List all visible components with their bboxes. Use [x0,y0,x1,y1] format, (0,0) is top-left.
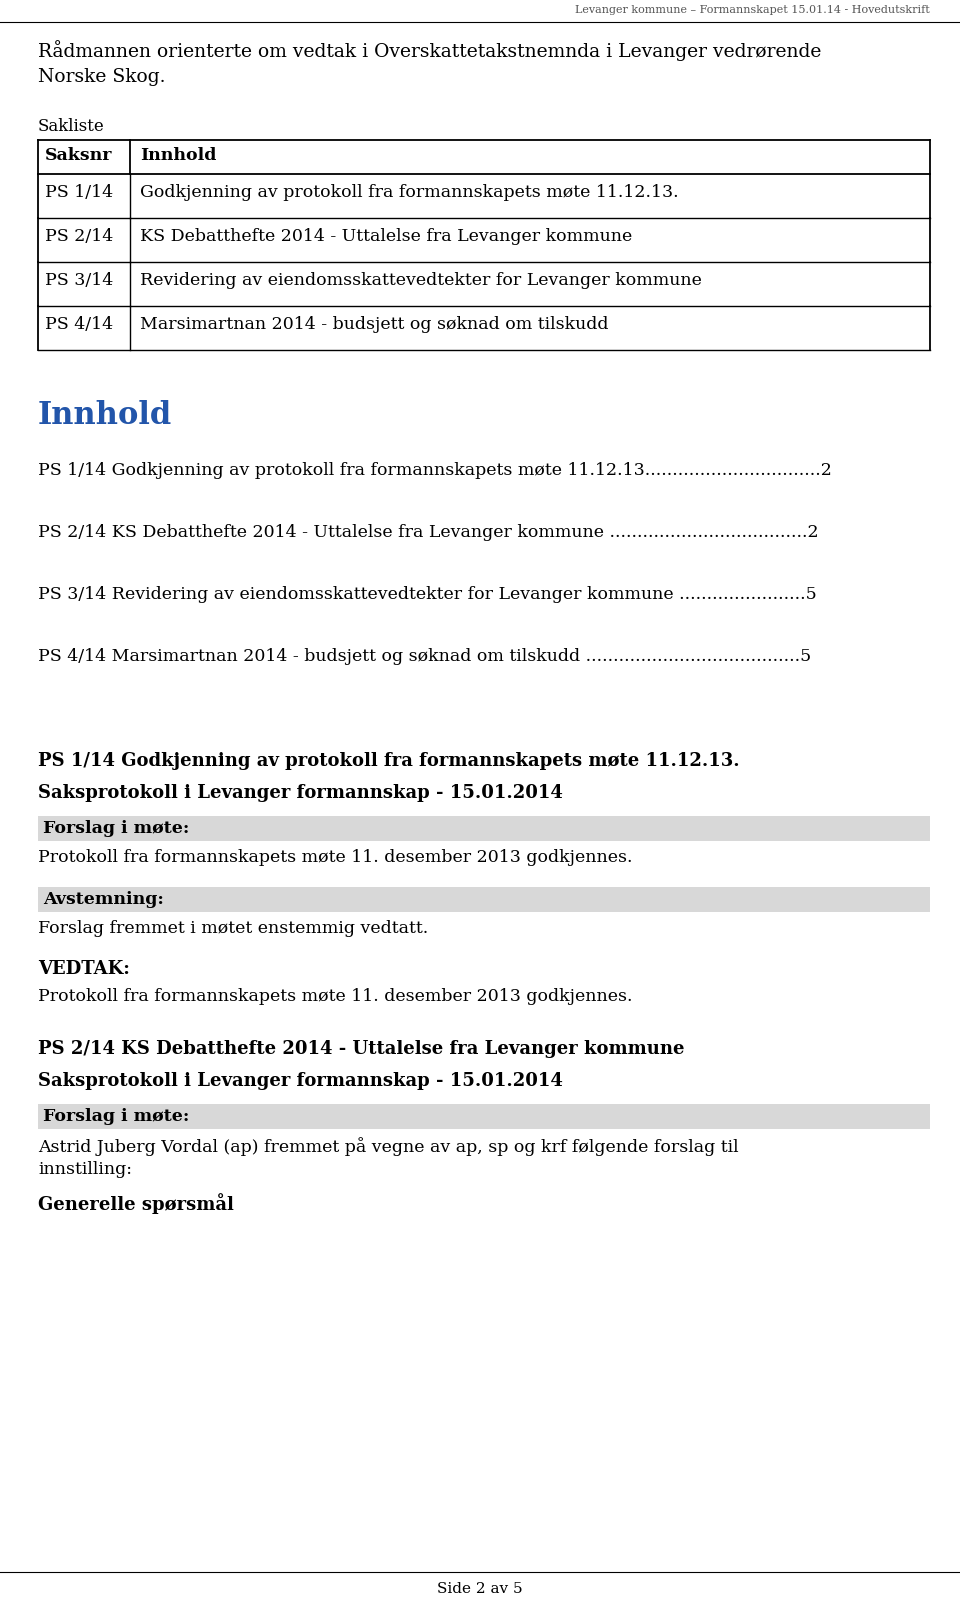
Text: Generelle spørsmål: Generelle spørsmål [38,1193,234,1214]
Text: Forslag fremmet i møtet enstemmig vedtatt.: Forslag fremmet i møtet enstemmig vedtat… [38,921,428,937]
Text: Godkjenning av protokoll fra formannskapets møte 11.12.13.: Godkjenning av protokoll fra formannskap… [140,184,679,202]
Text: Sakliste: Sakliste [38,118,105,134]
Text: Avstemning:: Avstemning: [43,892,164,908]
Text: Revidering av eiendomsskattevedtekter for Levanger kommune: Revidering av eiendomsskattevedtekter fo… [140,272,702,290]
Text: Saksprotokoll i Levanger formannskap - 15.01.2014: Saksprotokoll i Levanger formannskap - 1… [38,1073,563,1090]
Text: Saksnr: Saksnr [45,147,112,163]
Text: PS 2/14 KS Debatthefte 2014 - Uttalelse fra Levanger kommune ...................: PS 2/14 KS Debatthefte 2014 - Uttalelse … [38,524,819,541]
Text: PS 4/14: PS 4/14 [45,315,113,333]
Text: PS 1/14: PS 1/14 [45,184,113,202]
Text: PS 4/14 Marsimartnan 2014 - budsjett og søknad om tilskudd .....................: PS 4/14 Marsimartnan 2014 - budsjett og … [38,648,811,664]
Text: PS 1/14 Godkjenning av protokoll fra formannskapets møte 11.12.13...............: PS 1/14 Godkjenning av protokoll fra for… [38,463,832,479]
Text: innstilling:: innstilling: [38,1161,132,1178]
Text: Forslag i møte:: Forslag i møte: [43,820,189,837]
Text: Rådmannen orienterte om vedtak i Overskattetakstnemnda i Levanger vedrørende: Rådmannen orienterte om vedtak i Overska… [38,40,822,61]
Text: Saksprotokoll i Levanger formannskap - 15.01.2014: Saksprotokoll i Levanger formannskap - 1… [38,784,563,802]
Text: PS 3/14: PS 3/14 [45,272,113,290]
Text: Levanger kommune – Formannskapet 15.01.14 - Hovedutskrift: Levanger kommune – Formannskapet 15.01.1… [575,5,930,14]
Bar [38,1105,930,1129]
Text: Marsimartnan 2014 - budsjett og søknad om tilskudd: Marsimartnan 2014 - budsjett og søknad o… [140,315,609,333]
Text: VEDTAK:: VEDTAK: [38,961,130,978]
Bar [38,817,930,841]
Text: Forslag i møte:: Forslag i møte: [43,1108,189,1126]
Text: Astrid Juberg Vordal (ap) fremmet på vegne av ap, sp og krf følgende forslag til: Astrid Juberg Vordal (ap) fremmet på veg… [38,1137,738,1156]
Text: PS 2/14 KS Debatthefte 2014 - Uttalelse fra Levanger kommune: PS 2/14 KS Debatthefte 2014 - Uttalelse … [38,1041,684,1058]
Text: PS 2/14: PS 2/14 [45,227,113,245]
Text: Innhold: Innhold [38,400,172,431]
Text: PS 3/14 Revidering av eiendomsskattevedtekter for Levanger kommune .............: PS 3/14 Revidering av eiendomsskattevedt… [38,586,817,604]
Text: Protokoll fra formannskapets møte 11. desember 2013 godkjennes.: Protokoll fra formannskapets møte 11. de… [38,849,633,866]
Text: KS Debatthefte 2014 - Uttalelse fra Levanger kommune: KS Debatthefte 2014 - Uttalelse fra Leva… [140,227,633,245]
Text: Side 2 av 5: Side 2 av 5 [437,1582,523,1596]
Text: Protokoll fra formannskapets møte 11. desember 2013 godkjennes.: Protokoll fra formannskapets møte 11. de… [38,988,633,1005]
Text: Norske Skog.: Norske Skog. [38,67,165,86]
Text: PS 1/14 Godkjenning av protokoll fra formannskapets møte 11.12.13.: PS 1/14 Godkjenning av protokoll fra for… [38,752,739,770]
Text: Innhold: Innhold [140,147,216,163]
Bar [38,887,930,913]
